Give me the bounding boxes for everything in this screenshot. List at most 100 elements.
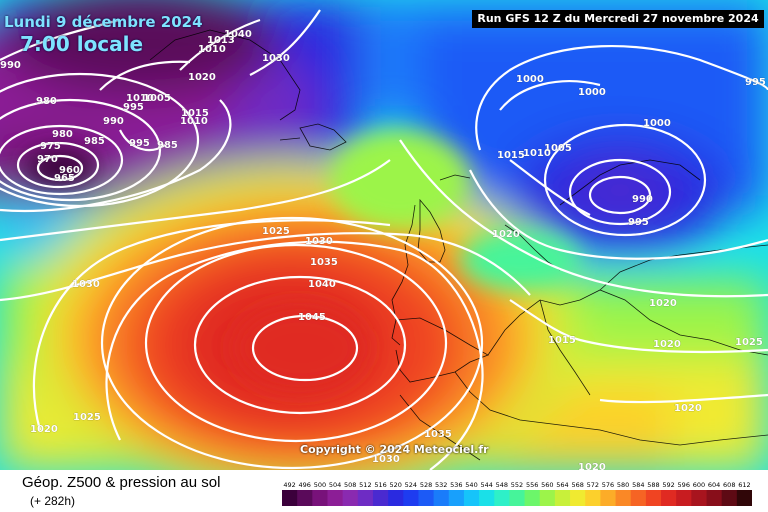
legend-level-label: 492: [283, 481, 295, 489]
legend-swatch: [524, 490, 541, 506]
isobar-label: 990: [103, 116, 124, 127]
legend-level-label: 596: [678, 481, 690, 489]
legend-swatch: [554, 490, 571, 506]
isobar-label: 1020: [674, 403, 702, 414]
chart-title: Géop. Z500 & pression au sol: [22, 474, 221, 491]
legend-level-label: 560: [541, 481, 553, 489]
legend-swatch: [691, 490, 707, 506]
isobar-label: 1035: [310, 257, 338, 268]
color-scale-legend: 492 496 500 504 508 512 516 520 524 528 532 536 540 5…: [282, 481, 752, 506]
isobar-label: 990: [0, 60, 21, 71]
legend-level-label: 504: [329, 481, 341, 489]
legend-level-label: 568: [571, 481, 583, 489]
legend-swatch: [312, 490, 328, 506]
legend-level-label: 508: [344, 481, 356, 489]
legend-swatch: [706, 490, 723, 506]
legend-level-label: 580: [617, 481, 629, 489]
legend-swatch: [297, 490, 313, 506]
valid-time-label: 7:00 locale: [20, 32, 144, 56]
legend-swatch: [570, 490, 586, 506]
isobar-label: 995: [129, 138, 150, 149]
isobar-label: 1030: [305, 236, 333, 247]
legend-level-label: 604: [708, 481, 720, 489]
isobar-label: 1025: [262, 226, 290, 237]
legend-swatch: [372, 490, 389, 506]
isobar-label: 1000: [643, 118, 671, 129]
isobar-label: 1025: [73, 412, 101, 423]
isobar-label: 1005: [544, 143, 572, 154]
legend-level-label: 528: [420, 481, 432, 489]
isobar-label: 1015: [497, 150, 525, 161]
legend-level-label: 564: [556, 481, 568, 489]
legend-swatch: [539, 490, 556, 506]
copyright-label: Copyright © 2024 Meteociel.fr: [300, 443, 489, 456]
legend-swatch: [615, 490, 632, 506]
isobar-label: 1000: [516, 74, 544, 85]
legend-level-label: 548: [496, 481, 508, 489]
legend-swatch: [645, 490, 662, 506]
isobar-label: 1015: [181, 108, 209, 119]
legend-level-label: 500: [314, 481, 326, 489]
isobar-label: 1020: [578, 462, 606, 470]
isobar-label: 1013: [207, 35, 235, 46]
legend-level-label: 592: [662, 481, 674, 489]
isobar-label: 990: [632, 194, 653, 205]
legend-level-label: 496: [299, 481, 311, 489]
isobar-label: 1030: [72, 279, 100, 290]
legend-swatch: [630, 490, 647, 506]
legend-level-label: 524: [405, 481, 417, 489]
isobar-label: 985: [84, 136, 105, 147]
legend-level-label: 576: [602, 481, 614, 489]
isobar-label: 1020: [653, 339, 681, 350]
isobar-label: 1020: [30, 424, 58, 435]
isobar-label: 1010: [523, 148, 551, 159]
forecast-hour-label: (+ 282h): [30, 494, 76, 508]
legend-swatch: [433, 490, 450, 506]
legend-swatch: [448, 490, 465, 506]
isobar-label: 1010: [126, 93, 154, 104]
legend-swatch: [342, 490, 359, 506]
legend-level-label: 516: [374, 481, 386, 489]
legend-level-label: 584: [632, 481, 644, 489]
isobar-label: 1020: [492, 229, 520, 240]
isobar-label: 1045: [298, 312, 326, 323]
isobar-label: 1030: [262, 53, 290, 64]
isobar-label: 1030: [372, 454, 400, 465]
legend-level-label: 544: [480, 481, 492, 489]
isobar-label: 960: [59, 165, 80, 176]
isobar-label: 1000: [578, 87, 606, 98]
legend-swatch: [721, 490, 738, 506]
legend-swatch: [418, 490, 435, 506]
legend-swatch: [357, 490, 374, 506]
legend-swatch: [736, 490, 752, 506]
isobar-label: 975: [40, 141, 61, 152]
legend-level-label: 572: [587, 481, 599, 489]
legend-level-label: 588: [647, 481, 659, 489]
isobar-label: 995: [123, 102, 144, 113]
isobar-label: 1020: [188, 72, 216, 83]
legend-level-label: 556: [526, 481, 538, 489]
legend-level-label: 600: [693, 481, 705, 489]
isobar-label: 1020: [649, 298, 677, 309]
legend-swatch: [585, 490, 601, 506]
valid-date-label: Lundi 9 décembre 2024: [4, 13, 203, 31]
legend-swatch: [494, 490, 510, 506]
legend-level-label: 540: [465, 481, 477, 489]
isobar-label: 1010: [198, 44, 226, 55]
model-run-label: Run GFS 12 Z du Mercredi 27 novembre 202…: [472, 10, 764, 28]
isobar-label: 1025: [735, 337, 763, 348]
legend-swatch: [479, 490, 495, 506]
isobar-label: 1010: [180, 116, 208, 127]
legend-level-label: 532: [435, 481, 447, 489]
geopotential-color-field: [0, 0, 768, 470]
legend-swatch: [388, 490, 404, 506]
legend-level-label: 608: [723, 481, 735, 489]
legend-level-label: 512: [359, 481, 371, 489]
isobars: [0, 9, 768, 470]
isobar-label: 1005: [143, 93, 171, 104]
isobar-label: 1035: [424, 429, 452, 440]
isobar-label: 965: [54, 173, 75, 184]
